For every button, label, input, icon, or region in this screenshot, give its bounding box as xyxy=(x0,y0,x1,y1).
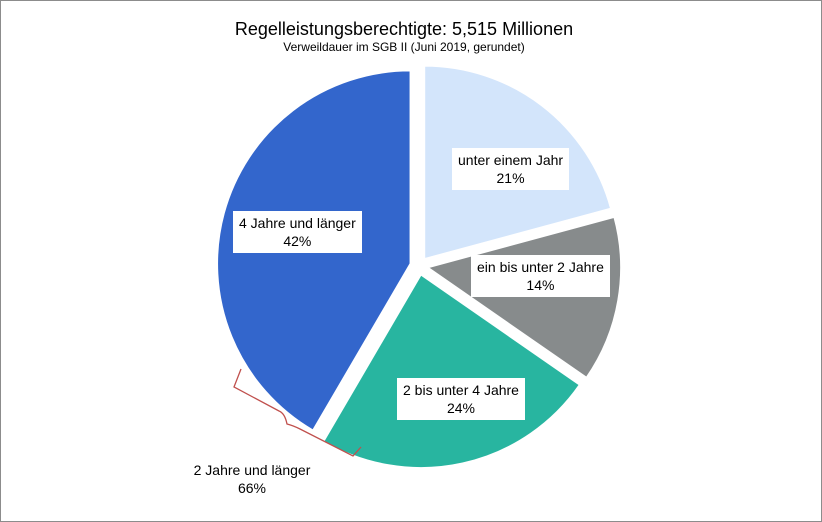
slice-value: 21% xyxy=(496,170,525,186)
slice-value: 14% xyxy=(526,277,555,293)
slice-label: ein bis unter 2 Jahre xyxy=(477,259,604,275)
chart-subtitle: Verweildauer im SGB II (Juni 2019, gerun… xyxy=(283,40,525,54)
chart-title: Regelleistungsberechtigte: 5,515 Million… xyxy=(234,19,574,39)
group-annotation-value: 66% xyxy=(237,480,267,496)
data-label-4-jahre-und-laenger: 4 Jahre und länger 42% xyxy=(233,211,362,253)
slice-label: 4 Jahre und länger xyxy=(239,215,356,231)
group-annotation-label: 2 Jahre und länger 66% xyxy=(177,461,327,497)
slice-label: 2 bis unter 4 Jahre xyxy=(403,382,519,398)
data-label-2-bis-unter-4-jahre: 2 bis unter 4 Jahre 24% xyxy=(397,378,525,420)
slice-value: 42% xyxy=(283,233,312,249)
group-annotation-text: 2 Jahre und länger xyxy=(193,462,311,478)
data-label-ein-bis-unter-2-jahre: ein bis unter 2 Jahre 14% xyxy=(471,255,610,297)
group-bracket xyxy=(233,368,362,457)
slice-label: unter einem Jahr xyxy=(458,152,564,168)
data-label-unter-einem-jahr: unter einem Jahr 21% xyxy=(452,148,570,190)
slice-value: 24% xyxy=(446,400,475,416)
